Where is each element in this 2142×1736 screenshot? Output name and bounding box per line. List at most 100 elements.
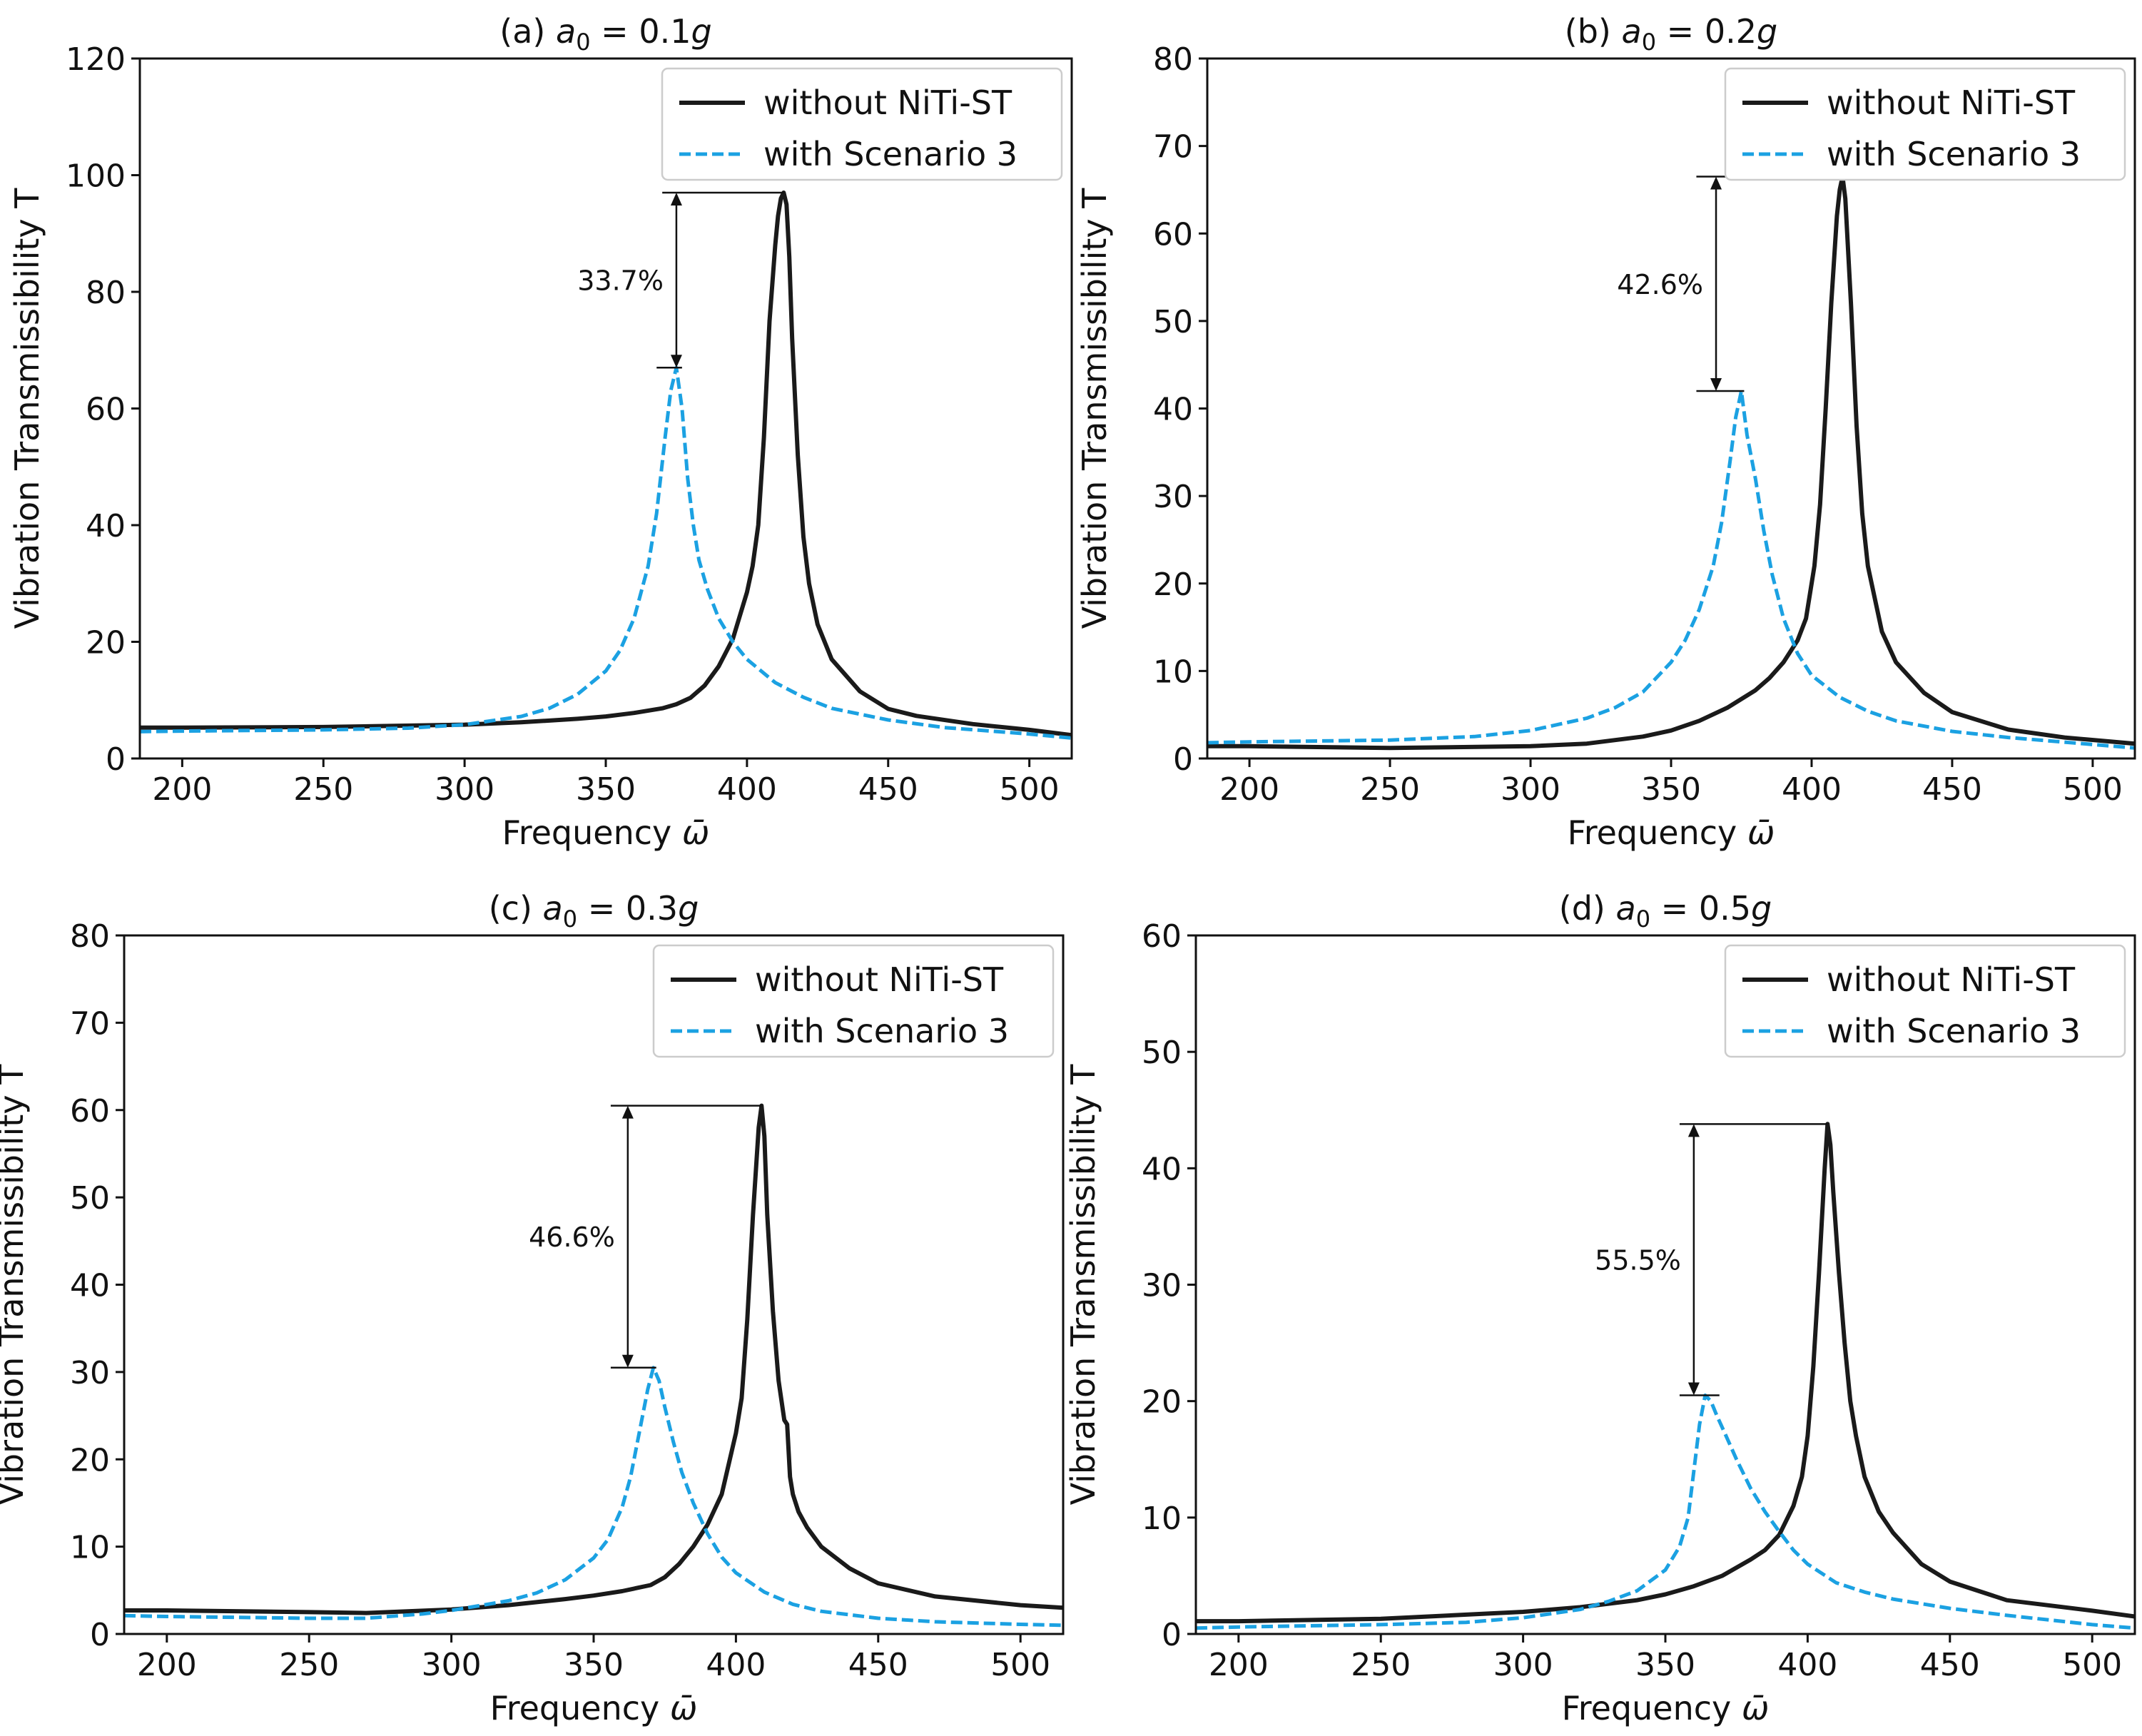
y-tick-label: 0 [90, 1617, 110, 1653]
title-variable: a [556, 12, 576, 51]
legend-label: with Scenario 3 [763, 135, 1017, 173]
y-tick-label: 80 [1153, 41, 1193, 78]
title-unit: g [1751, 889, 1772, 928]
x-tick-label: 400 [706, 1647, 766, 1683]
x-tick-label: 300 [422, 1647, 482, 1683]
x-tick-label: 350 [1641, 771, 1701, 808]
x-tick-label: 250 [293, 771, 353, 808]
x-tick-label: 500 [990, 1647, 1050, 1683]
annotation-arrowhead-up [1687, 1124, 1700, 1137]
x-tick-label: 250 [279, 1647, 339, 1683]
x-tick-label: 350 [576, 771, 636, 808]
y-tick-label: 60 [1153, 216, 1193, 253]
annotation-arrowhead-up [1710, 176, 1722, 190]
title-value: = 0.2 [1656, 12, 1757, 51]
y-tick-label: 40 [86, 508, 126, 544]
y-tick-label: 10 [70, 1530, 110, 1566]
y-tick-label: 60 [1142, 918, 1182, 955]
legend-label: with Scenario 3 [755, 1012, 1009, 1050]
legend-label: without NiTi-ST [755, 960, 1004, 999]
title-value: = 0.3 [577, 889, 678, 928]
legend: without NiTi-ST with Scenario 3 [652, 944, 1055, 1058]
title-unit: g [1757, 12, 1777, 51]
peak-reduction-annotation: 46.6% [529, 1105, 762, 1369]
title-variable: a [1622, 12, 1642, 51]
x-tick-label: 500 [1000, 771, 1060, 808]
y-tick-label: 70 [1153, 129, 1193, 166]
y-tick-label: 40 [1153, 392, 1193, 428]
x-tick-label: 400 [1777, 1647, 1837, 1683]
y-axis-label: Vibration Transmissibility T [1064, 1064, 1102, 1506]
y-tick-label: 50 [1153, 304, 1193, 340]
legend-box [661, 67, 1063, 181]
annotation-label: 42.6% [1617, 269, 1703, 300]
y-tick-label: 30 [70, 1355, 110, 1391]
y-tick-label: 40 [70, 1268, 110, 1304]
series-group [1207, 174, 2135, 751]
y-tick-label: 40 [1142, 1151, 1182, 1187]
y-tick-label: 30 [1142, 1268, 1182, 1304]
x-axis-label: Frequency ω̄ [1568, 813, 1775, 852]
legend: without NiTi-ST with Scenario 3 [1724, 944, 2126, 1058]
y-tick-label: 0 [1173, 741, 1193, 778]
title-subscript: 0 [1636, 905, 1650, 933]
y-tick-label: 10 [1142, 1501, 1182, 1537]
title-value: = 0.1 [591, 12, 691, 51]
title-subscript: 0 [1642, 29, 1656, 56]
series-group [124, 1103, 1063, 1628]
legend-label: without NiTi-ST [763, 83, 1012, 122]
title-subscript: 0 [563, 905, 577, 933]
y-tick-label: 80 [86, 275, 126, 311]
annotation-arrowhead-up [621, 1105, 634, 1119]
annotation-arrowhead-down [1710, 377, 1722, 391]
y-tick-label: 50 [70, 1180, 110, 1217]
x-tick-label: 300 [1501, 771, 1560, 808]
y-tick-label: 30 [1153, 479, 1193, 515]
annotation-label: 55.5% [1595, 1244, 1681, 1276]
y-tick-label: 60 [86, 392, 126, 428]
y-axis-label: Vibration Transmissibility T [8, 188, 46, 629]
peak-reduction-annotation: 55.5% [1595, 1123, 1828, 1396]
y-tick-label: 0 [106, 741, 126, 778]
x-axis-label: Frequency ω̄ [490, 1689, 698, 1727]
y-tick-label: 60 [70, 1093, 110, 1130]
series-line-with-scenario-3 [140, 365, 1072, 740]
y-tick-label: 20 [1142, 1384, 1182, 1421]
legend-label: with Scenario 3 [1827, 1012, 2081, 1050]
annotation-arrowhead-up [670, 193, 682, 206]
y-tick-label: 20 [70, 1442, 110, 1478]
chart-title: (d) a0 = 0.5g [1559, 889, 1772, 933]
y-tick-label: 20 [1153, 567, 1193, 603]
chart-title: (b) a0 = 0.2g [1565, 12, 1777, 56]
series-line-without-niti-st [124, 1103, 1063, 1615]
x-tick-label: 500 [2063, 771, 2123, 808]
x-tick-label: 500 [2062, 1647, 2122, 1683]
x-tick-label: 400 [717, 771, 777, 808]
annotation-label: 33.7% [577, 265, 664, 297]
title-variable: a [543, 889, 563, 928]
series-line-with-scenario-3 [1196, 1394, 2135, 1630]
x-tick-label: 350 [564, 1647, 624, 1683]
legend: without NiTi-ST with Scenario 3 [661, 67, 1063, 181]
chart-title: (c) a0 = 0.3g [489, 889, 699, 933]
x-tick-label: 350 [1635, 1647, 1695, 1683]
title-unit: g [691, 12, 712, 51]
x-tick-label: 300 [1493, 1647, 1553, 1683]
y-axis-label: Vibration Transmissibility T [1075, 188, 1114, 629]
x-tick-label: 300 [435, 771, 494, 808]
y-tick-label: 0 [1162, 1617, 1182, 1653]
title-prefix: (a) [499, 12, 556, 51]
legend-label: without NiTi-ST [1827, 83, 2076, 122]
series-line-without-niti-st [1196, 1122, 2135, 1624]
chart-title: (a) a0 = 0.1g [499, 12, 711, 56]
title-subscript: 0 [576, 29, 590, 56]
x-tick-label: 450 [1922, 771, 1982, 808]
legend: without NiTi-ST with Scenario 3 [1724, 67, 2126, 181]
x-tick-label: 450 [848, 1647, 908, 1683]
series-line-with-scenario-3 [124, 1366, 1063, 1628]
legend-label: with Scenario 3 [1827, 135, 2081, 173]
legend-box [652, 944, 1055, 1058]
